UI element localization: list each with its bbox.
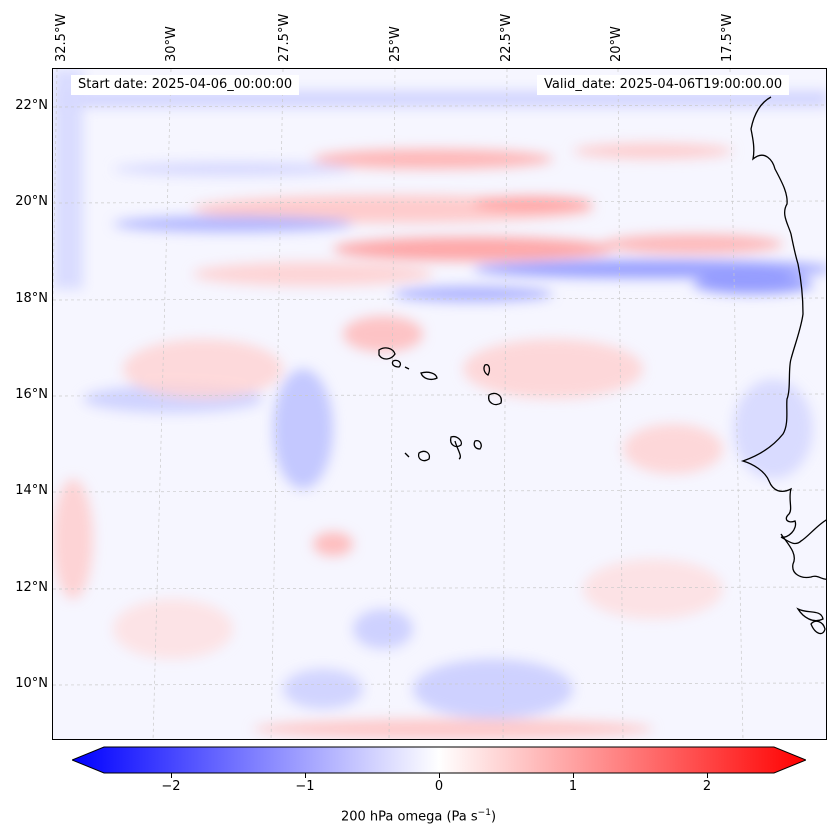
lat-label: 22°N (15, 98, 48, 113)
omega-field-map (53, 69, 826, 739)
graticule (53, 69, 826, 739)
lon-label: 32.5°W (54, 13, 69, 62)
lat-label: 14°N (15, 483, 48, 498)
colorbar-tick-label: 1 (568, 779, 578, 794)
coastline (378, 96, 826, 635)
colorbar (70, 746, 808, 774)
colorbar-tick-label: −2 (161, 779, 181, 794)
lon-label: 25°W (388, 26, 403, 62)
colorbar-tick-label: −1 (295, 779, 315, 794)
colorbar-tick-mark (573, 773, 574, 778)
lon-label: 27.5°W (277, 13, 292, 62)
lon-label: 17.5°W (720, 13, 735, 62)
lat-label: 20°N (15, 194, 48, 209)
start-date-box: Start date: 2025-04-06_00:00:00 (71, 75, 300, 95)
colorbar-tick-label: 0 (434, 779, 444, 794)
lat-label: 16°N (15, 387, 48, 402)
lon-label: 20°W (609, 26, 624, 62)
valid-date-box: Valid_date: 2025-04-06T19:00:00.00 (537, 75, 790, 95)
lat-label: 12°N (15, 580, 48, 595)
colorbar-tick-mark (707, 773, 708, 778)
map-panel[interactable] (52, 68, 827, 740)
lat-label: 18°N (15, 291, 48, 306)
colorbar-svg (70, 746, 808, 774)
start-date-text: Start date: 2025-04-06_00:00:00 (78, 77, 293, 92)
colorbar-tick-mark (305, 773, 306, 778)
lon-label: 22.5°W (499, 13, 514, 62)
colorbar-label: 200 hPa omega (Pa s−1) (340, 808, 497, 825)
colorbar-gradient (70, 746, 808, 774)
colorbar-tick-mark (171, 773, 172, 778)
colorbar-tick-mark (439, 773, 440, 778)
lon-label: 30°W (164, 26, 179, 62)
valid-date-text: Valid_date: 2025-04-06T19:00:00.00 (544, 77, 783, 92)
colorbar-tick-label: 2 (702, 779, 712, 794)
lat-label: 10°N (15, 676, 48, 691)
